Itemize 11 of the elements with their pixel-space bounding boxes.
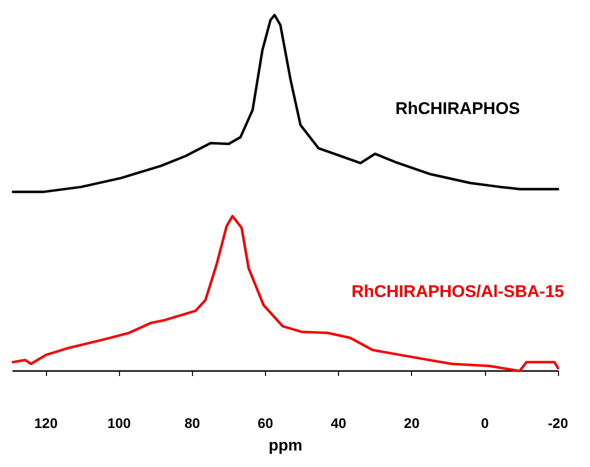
x-tick-label: 0 bbox=[480, 415, 489, 431]
x-tick-label: 20 bbox=[404, 415, 420, 431]
x-tick-label: 40 bbox=[330, 415, 347, 431]
x-tick-label: -20 bbox=[548, 415, 568, 431]
x-tick-label: 60 bbox=[258, 415, 274, 431]
x-axis-title: ppm bbox=[268, 438, 302, 454]
text: RhCHIRAPHOS bbox=[395, 99, 520, 118]
x-tick-label: 80 bbox=[184, 415, 200, 431]
x-tick-label: 120 bbox=[34, 415, 58, 431]
x-tick-label: 100 bbox=[107, 415, 131, 431]
text: RhCHIRAPHOS/Al-SBA-15 bbox=[351, 282, 564, 301]
